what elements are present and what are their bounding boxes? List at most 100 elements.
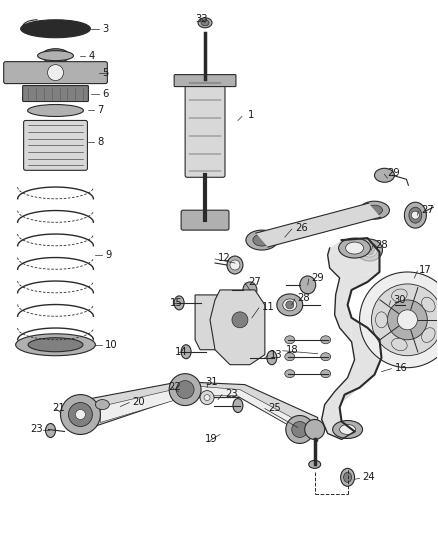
Text: 23: 23: [31, 424, 43, 434]
Polygon shape: [321, 387, 360, 433]
Polygon shape: [100, 385, 305, 434]
Circle shape: [292, 422, 308, 438]
FancyBboxPatch shape: [185, 77, 225, 177]
Ellipse shape: [95, 400, 110, 409]
Circle shape: [360, 272, 438, 368]
Polygon shape: [336, 272, 379, 295]
FancyBboxPatch shape: [24, 120, 88, 171]
Ellipse shape: [375, 312, 388, 328]
Text: 15: 15: [170, 298, 183, 308]
Text: 21: 21: [53, 402, 65, 413]
Ellipse shape: [339, 424, 356, 434]
Ellipse shape: [283, 299, 297, 311]
Polygon shape: [210, 290, 265, 365]
Ellipse shape: [392, 289, 407, 301]
Text: 1: 1: [248, 110, 254, 120]
Ellipse shape: [285, 336, 295, 344]
Polygon shape: [328, 238, 379, 268]
Polygon shape: [85, 382, 318, 441]
Polygon shape: [339, 408, 355, 439]
Ellipse shape: [21, 20, 90, 38]
Polygon shape: [335, 282, 367, 315]
Polygon shape: [328, 238, 367, 255]
Ellipse shape: [201, 20, 209, 26]
Text: 27: 27: [248, 277, 261, 287]
Text: 23: 23: [225, 389, 237, 399]
Ellipse shape: [346, 242, 364, 254]
Text: 27: 27: [421, 205, 434, 215]
Ellipse shape: [357, 239, 382, 261]
Polygon shape: [348, 328, 379, 378]
Text: 24: 24: [363, 472, 375, 482]
Circle shape: [305, 419, 325, 439]
Ellipse shape: [360, 201, 389, 219]
FancyBboxPatch shape: [23, 86, 88, 101]
Text: 30: 30: [393, 295, 406, 305]
Circle shape: [230, 260, 240, 270]
Ellipse shape: [285, 370, 295, 378]
Text: 7: 7: [97, 106, 104, 116]
Text: 12: 12: [218, 253, 231, 263]
FancyBboxPatch shape: [4, 62, 107, 84]
Polygon shape: [339, 305, 352, 342]
Ellipse shape: [243, 282, 257, 298]
Ellipse shape: [384, 297, 396, 313]
Ellipse shape: [422, 297, 435, 312]
Text: 6: 6: [102, 88, 109, 99]
Polygon shape: [335, 290, 352, 328]
Ellipse shape: [339, 238, 371, 258]
Ellipse shape: [267, 351, 277, 365]
Text: 20: 20: [132, 397, 145, 407]
Ellipse shape: [41, 25, 71, 33]
Ellipse shape: [28, 104, 83, 117]
Text: 14: 14: [175, 347, 188, 357]
Text: 26: 26: [295, 223, 307, 233]
Polygon shape: [330, 252, 379, 278]
Ellipse shape: [16, 334, 95, 356]
Circle shape: [75, 409, 85, 419]
Ellipse shape: [367, 205, 382, 215]
Circle shape: [169, 374, 201, 406]
Circle shape: [60, 394, 100, 434]
Ellipse shape: [409, 207, 422, 223]
Text: 4: 4: [88, 51, 95, 61]
Ellipse shape: [341, 469, 355, 486]
Circle shape: [371, 284, 438, 356]
Ellipse shape: [233, 399, 243, 413]
Ellipse shape: [253, 234, 271, 246]
Text: 29: 29: [388, 168, 400, 179]
Ellipse shape: [42, 49, 70, 63]
Circle shape: [364, 245, 374, 255]
Polygon shape: [256, 203, 381, 247]
Ellipse shape: [285, 353, 295, 361]
Ellipse shape: [46, 424, 56, 438]
Text: 19: 19: [205, 434, 218, 445]
Polygon shape: [321, 375, 374, 419]
Text: 16: 16: [395, 362, 407, 373]
Ellipse shape: [227, 256, 243, 274]
Polygon shape: [352, 318, 367, 360]
Text: 9: 9: [106, 250, 112, 260]
Ellipse shape: [198, 18, 212, 28]
Text: 22: 22: [168, 382, 181, 392]
Ellipse shape: [309, 461, 321, 469]
Circle shape: [397, 310, 417, 330]
Text: 10: 10: [106, 340, 118, 350]
Ellipse shape: [174, 296, 184, 310]
Ellipse shape: [300, 276, 316, 294]
Circle shape: [200, 391, 214, 405]
FancyBboxPatch shape: [174, 75, 236, 86]
Text: 17: 17: [419, 265, 432, 275]
Circle shape: [286, 301, 294, 309]
Ellipse shape: [28, 338, 83, 352]
Ellipse shape: [181, 345, 191, 359]
Polygon shape: [195, 295, 248, 350]
Ellipse shape: [392, 338, 407, 351]
Ellipse shape: [332, 421, 363, 439]
Ellipse shape: [374, 168, 395, 182]
Circle shape: [286, 416, 314, 443]
Ellipse shape: [277, 294, 303, 316]
Ellipse shape: [422, 328, 435, 342]
Polygon shape: [335, 340, 381, 392]
Polygon shape: [325, 358, 381, 405]
